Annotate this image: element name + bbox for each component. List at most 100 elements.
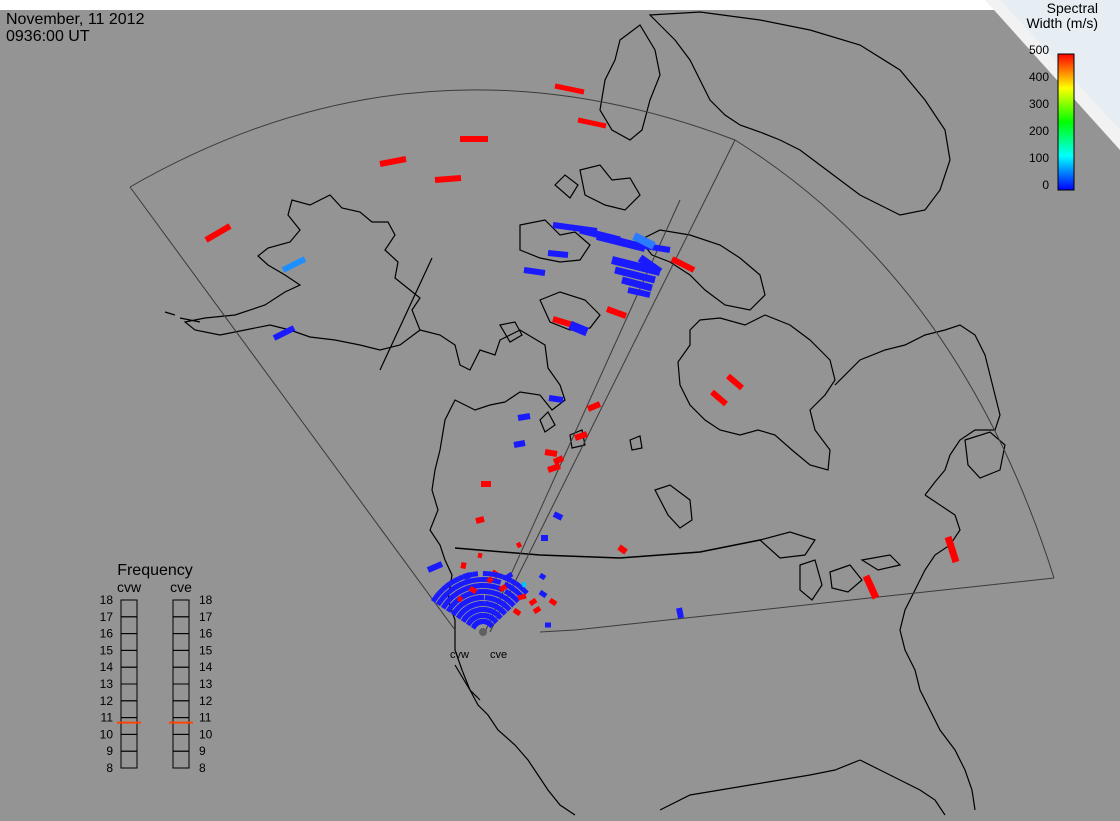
- echo-cell: [534, 608, 540, 612]
- echo-cell: [549, 398, 563, 400]
- date-label: November, 11 2012: [6, 11, 145, 28]
- echo-cell: [548, 253, 568, 255]
- echo-cell: [477, 583, 478, 588]
- colorbar-tick: 0: [1042, 178, 1049, 192]
- echo-cell: [443, 594, 447, 598]
- echo-cell: [439, 590, 443, 594]
- frequency-tick-left: 18: [100, 593, 114, 607]
- echo-cell: [509, 585, 512, 589]
- echo-cell: [470, 572, 471, 577]
- frequency-tick-right: 14: [199, 660, 213, 674]
- echo-cell: [515, 598, 519, 601]
- echo-cell: [488, 589, 489, 594]
- colorbar-tick: 400: [1029, 70, 1049, 84]
- radar-label-cve: cve: [490, 649, 507, 661]
- echo-cell: [467, 579, 469, 584]
- frequency-tick-left: 15: [100, 643, 114, 657]
- frequency-tick-right: 13: [199, 677, 213, 691]
- frequency-tick-left: 10: [100, 727, 114, 741]
- echo-cell: [491, 590, 492, 595]
- frequency-radar-cve: cve: [170, 579, 192, 595]
- echo-cell: [575, 434, 587, 438]
- frequency-tick-right: 16: [199, 627, 213, 641]
- colorbar-tick: 300: [1029, 97, 1049, 111]
- echo-cell: [506, 574, 512, 578]
- echo-cell: [498, 579, 499, 584]
- outside-projection-top: [0, 0, 1120, 10]
- colorbar-gradient: [1058, 54, 1074, 190]
- frequency-tick-left: 8: [106, 761, 113, 775]
- radar-label-cvw: cvw: [450, 649, 469, 661]
- echo-cell: [458, 583, 460, 588]
- echo-cell: [497, 615, 501, 618]
- echo-cell: [524, 270, 545, 273]
- echo-cell: [437, 601, 441, 604]
- frequency-tick-right: 8: [199, 761, 206, 775]
- echo-cell: [516, 591, 519, 595]
- echo-cell: [447, 583, 450, 587]
- echo-cell: [476, 519, 484, 521]
- frequency-tick-left: 13: [100, 677, 114, 691]
- echo-cell: [489, 623, 493, 627]
- echo-cell: [460, 575, 462, 580]
- echo-cell: [461, 588, 463, 593]
- echo-cell: [513, 588, 516, 592]
- echo-cell: [465, 574, 467, 579]
- frequency-tick-left: 12: [100, 694, 114, 708]
- frequency-tick-right: 9: [199, 744, 206, 758]
- echo-cell: [540, 592, 546, 596]
- echo-cell: [545, 452, 557, 454]
- echo-cell: [435, 594, 439, 597]
- colorbar-tick: 100: [1029, 151, 1049, 165]
- echo-cell: [514, 443, 525, 445]
- frequency-tick-right: 12: [199, 694, 213, 708]
- echo-cell: [518, 596, 526, 598]
- echo-cell: [548, 466, 560, 470]
- echo-cell: [554, 458, 563, 462]
- radar-site-marker: [479, 628, 487, 636]
- echo-cell: [522, 584, 526, 585]
- echo-cell: [492, 584, 493, 589]
- frequency-tick-left: 11: [101, 711, 114, 725]
- frequency-tick-left: 17: [100, 610, 114, 624]
- echo-cell: [530, 600, 536, 604]
- echo-cell: [447, 591, 450, 595]
- echo-cell: [435, 178, 461, 180]
- echo-cell: [476, 578, 477, 583]
- echo-cell: [554, 514, 562, 518]
- echo-cell: [679, 608, 681, 618]
- frequency-tick-right: 18: [199, 593, 213, 607]
- echo-cell: [490, 572, 491, 577]
- frequency-tick-right: 10: [199, 727, 213, 741]
- echo-cell: [454, 585, 457, 589]
- echo-cell: [502, 611, 506, 615]
- colorbar-title-line1: Spectral: [1047, 0, 1098, 16]
- echo-cell: [540, 575, 545, 578]
- frequency-tick-right: 11: [199, 711, 212, 725]
- echo-cell: [478, 555, 482, 556]
- echo-cell: [465, 587, 467, 592]
- frequency-tick-right: 15: [199, 643, 213, 657]
- frequency-tick-left: 9: [106, 744, 113, 758]
- echo-cell: [516, 583, 519, 587]
- echo-cell: [481, 613, 482, 618]
- echo-cell: [474, 609, 476, 614]
- frequency-tick-left: 16: [100, 627, 114, 641]
- echo-cell: [494, 578, 495, 583]
- echo-cell: [440, 598, 444, 601]
- echo-cell: [451, 580, 454, 584]
- colorbar-tick: 200: [1029, 124, 1049, 138]
- frequency-tick-right: 17: [199, 610, 213, 624]
- echo-cell: [619, 547, 626, 552]
- echo-cell: [489, 583, 490, 588]
- echo-cell: [517, 544, 521, 546]
- echo-cell: [518, 416, 530, 418]
- echo-cell: [510, 602, 514, 606]
- frequency-title: Frequency: [117, 562, 193, 579]
- time-label: 0936:00 UT: [6, 28, 90, 45]
- echo-cell: [458, 598, 462, 600]
- echo-cell: [475, 572, 476, 577]
- echo-cell: [462, 581, 464, 586]
